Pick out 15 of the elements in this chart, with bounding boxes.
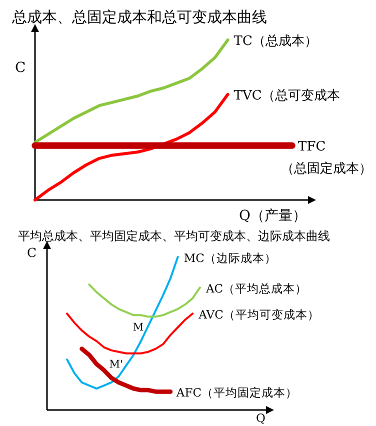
series-label: AVC（平均可变成本）	[198, 308, 320, 322]
x-axis-title: Q	[256, 411, 266, 425]
series-label: TFC（总固定成本）	[281, 140, 372, 177]
x-axis-title: Q（产量）	[239, 208, 306, 224]
y-axis-title: C	[27, 245, 37, 260]
chart-title: 平均总成本、平均固定成本、平均可变成本、边际成本曲线	[18, 229, 330, 243]
series-label: AFC（平均固定成本）	[175, 386, 298, 400]
series-label: TVC（总可变成本	[234, 88, 340, 104]
series-label: MC（边际成本）	[184, 251, 276, 265]
series-label: AC（平均总成本）	[204, 282, 308, 296]
y-axis-title: C	[15, 60, 26, 76]
series-label: TC（总成本）	[234, 34, 318, 49]
annotation: M	[132, 322, 144, 334]
annotation: M'	[109, 358, 123, 370]
chart-title: 总成本、总固定成本和总可变成本曲线	[11, 8, 267, 26]
